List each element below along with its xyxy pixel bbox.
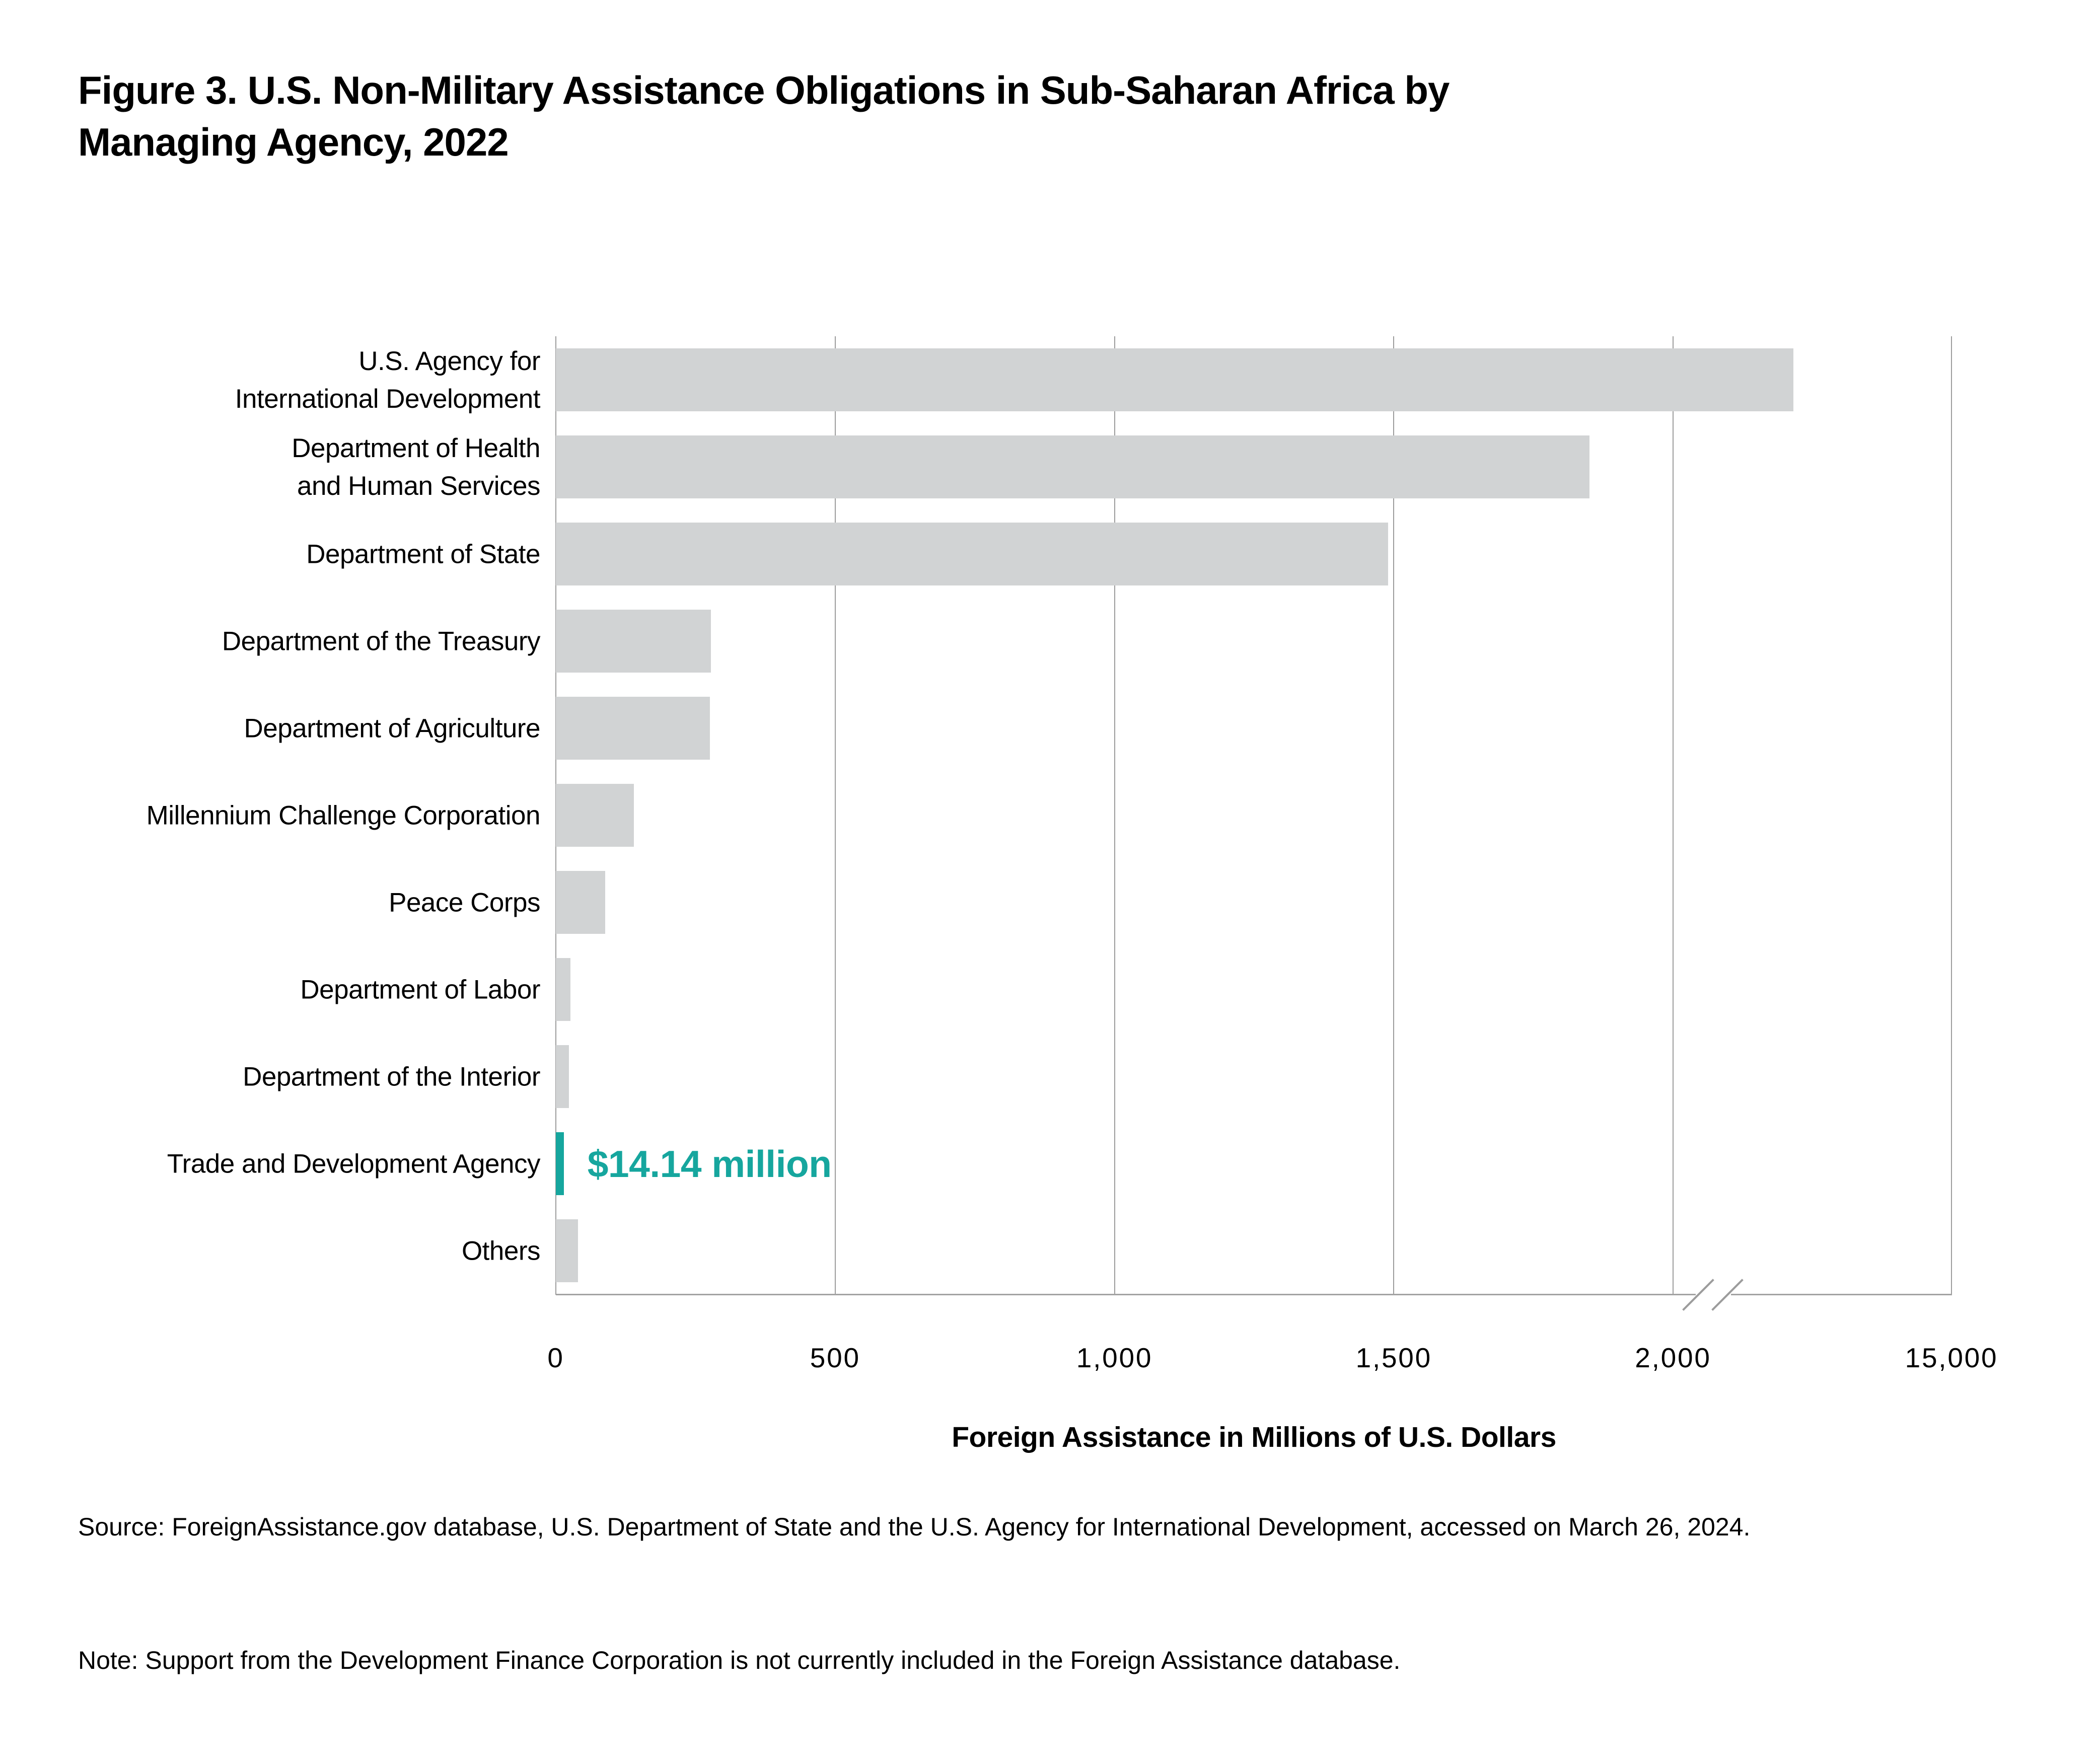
x-tick-label-15000: 15,000 xyxy=(1905,1342,1998,1373)
bar-row: U.S. Agency for International Developmen… xyxy=(235,336,1952,423)
category-label: Department of Labor xyxy=(300,974,540,1004)
x-tick-label-0: 0 xyxy=(547,1342,564,1373)
figure-title-line2: Managing Agency, 2022 xyxy=(78,120,509,164)
axis-break-gap xyxy=(1696,1291,1731,1298)
figure-title: Figure 3. U.S. Non-Military Assistance O… xyxy=(78,64,1966,168)
x-tick-label-500: 500 xyxy=(810,1342,860,1373)
bar-agriculture xyxy=(556,697,710,760)
figure-title-line1: Figure 3. U.S. Non-Military Assistance O… xyxy=(78,68,1450,112)
category-label: Department of the Interior xyxy=(243,1061,540,1091)
gridline-15000 xyxy=(1951,336,1952,1295)
bar-row: Department of the Interior xyxy=(243,1033,1952,1120)
bar-treasury xyxy=(556,610,711,673)
bar-peace-corps xyxy=(556,871,605,934)
source-text: Source: ForeignAssistance.gov database, … xyxy=(78,1513,1751,1541)
bar-row: Peace Corps xyxy=(389,859,1952,946)
x-axis-line xyxy=(556,1294,1952,1295)
highlight-value-label: $14.14 million xyxy=(587,1142,832,1185)
bar-others xyxy=(556,1219,578,1282)
bar-row: Department of Agriculture xyxy=(244,685,1952,772)
category-label: Others xyxy=(461,1235,541,1266)
chart-plot-area: U.S. Agency for International Developmen… xyxy=(147,336,1997,1373)
bar-labor xyxy=(556,958,570,1021)
gridline-2000 xyxy=(1673,336,1674,1295)
gridline-500 xyxy=(834,336,836,1295)
category-label: Millennium Challenge Corporation xyxy=(146,800,541,830)
category-label: Department of State xyxy=(306,539,540,569)
bar-rows: U.S. Agency for International Developmen… xyxy=(147,336,1952,1295)
bar-hhs xyxy=(556,435,1589,498)
gridline-1000 xyxy=(1114,336,1115,1295)
category-label: Department of the Treasury xyxy=(222,626,541,656)
bar-interior xyxy=(556,1045,569,1108)
bar-row: Department of State xyxy=(306,510,1952,598)
category-label: Department of Health and Human Services xyxy=(292,433,540,501)
x-axis-title: Foreign Assistance in Millions of U.S. D… xyxy=(952,1421,1556,1453)
x-tick-label-1500: 1,500 xyxy=(1355,1342,1432,1373)
bar-mcc xyxy=(556,784,634,847)
bar-usaid xyxy=(556,348,1793,411)
category-label: U.S. Agency for International Developmen… xyxy=(235,346,541,414)
bar-state xyxy=(556,523,1389,585)
bar-row: Millennium Challenge Corporation xyxy=(147,772,1952,859)
bar-row: Department of Health and Human Services xyxy=(292,423,1952,510)
bar-row: Trade and Development Agency $14.14 mill… xyxy=(167,1120,1952,1207)
bar-row: Department of Labor xyxy=(300,946,1952,1033)
x-tick-label-1000: 1,000 xyxy=(1076,1342,1153,1373)
category-label: Peace Corps xyxy=(389,887,540,917)
category-label: Trade and Development Agency xyxy=(167,1148,541,1179)
highlight-bar-tda xyxy=(556,1132,564,1195)
category-label: Department of Agriculture xyxy=(244,713,541,743)
x-tick-label-2000: 2,000 xyxy=(1635,1342,1711,1373)
gridline-1500 xyxy=(1393,336,1395,1295)
note-text: Note: Support from the Development Finan… xyxy=(78,1646,1401,1674)
bar-row: Others xyxy=(462,1207,1952,1294)
bar-row: Department of the Treasury xyxy=(222,598,1952,685)
